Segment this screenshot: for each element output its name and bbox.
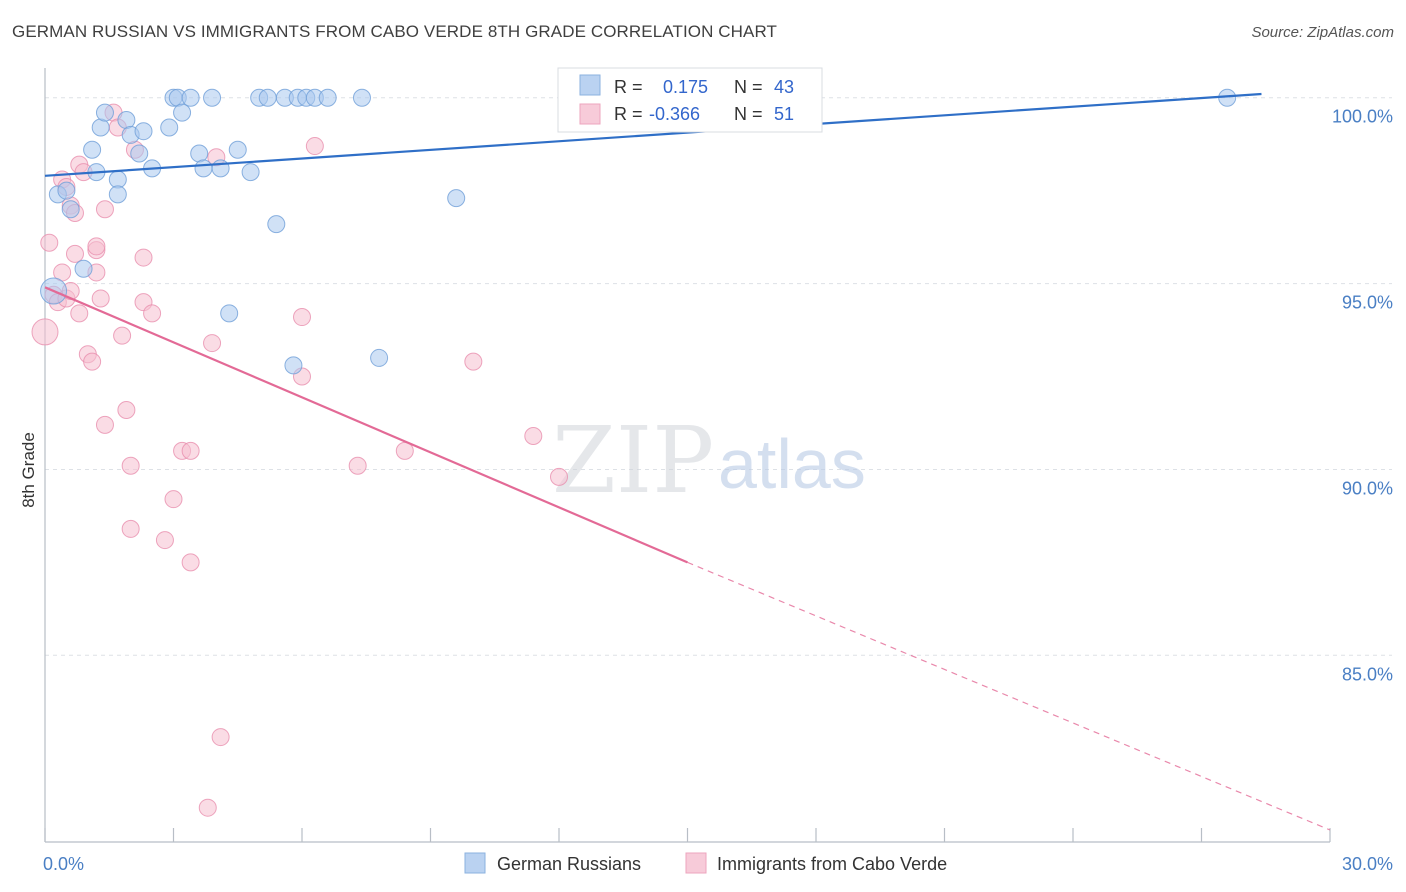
cabo-verde-trendline-extrapolated (687, 561, 1331, 831)
stats-swatch-blue (579, 74, 601, 96)
cabo-verde-point (121, 456, 140, 475)
cabo-verde-point (550, 467, 568, 486)
german-russian-point (117, 111, 136, 130)
cabo-verde-point (40, 233, 59, 252)
x-tick-label-left: 0.0% (43, 854, 84, 874)
german-russian-point (203, 88, 222, 107)
watermark-atlas: atlas (718, 425, 866, 503)
cabo-verde-point (117, 400, 136, 419)
stats-n-label-1: N = (734, 77, 763, 97)
german-russian-point (211, 159, 230, 178)
german-russian-point (181, 88, 200, 107)
german-russian-point (160, 118, 179, 137)
cabo-verde-point (211, 728, 230, 747)
cabo-verde-point (181, 441, 200, 460)
german-russian-point (95, 103, 114, 122)
stats-n-value-2: 51 (774, 104, 794, 124)
bottom-legend: German Russians Immigrants from Cabo Ver… (464, 852, 947, 874)
x-tick-label-right: 30.0% (1342, 854, 1393, 874)
cabo-verde-point (95, 415, 114, 434)
stats-r-value-1: 0.175 (663, 77, 708, 97)
german-russian-point (134, 122, 153, 141)
legend-label-cabo-verde: Immigrants from Cabo Verde (717, 854, 947, 874)
german-russian-point (284, 356, 303, 375)
cabo-verde-point (31, 318, 59, 346)
cabo-verde-points (31, 103, 581, 817)
stats-legend-frame (557, 67, 823, 133)
cabo-verde-point (134, 248, 153, 267)
trend-lines (44, 92, 1331, 831)
cabo-verde-point (293, 308, 311, 327)
cabo-verde-point (83, 352, 102, 371)
cabo-verde-point (91, 289, 110, 308)
stats-n-label-2: N = (734, 104, 763, 124)
german-russian-point (61, 200, 80, 219)
german-russian-points (40, 88, 1237, 375)
german-russian-point (194, 159, 213, 178)
german-russian-point (83, 140, 102, 159)
stats-r-label-2: R = (614, 104, 643, 124)
y-tick-label: 95.0% (1342, 293, 1393, 313)
source-credit: Source: ZipAtlas.com (1251, 24, 1394, 41)
stats-legend-box: R = 0.175 N = 43 R = -0.366 N = 51 (557, 67, 823, 133)
cabo-verde-point (143, 304, 162, 323)
cabo-verde-point (348, 456, 367, 475)
cabo-verde-point (305, 137, 324, 156)
cabo-verde-point (164, 490, 183, 509)
stats-swatch-pink (579, 103, 601, 125)
y-tick-label: 85.0% (1342, 664, 1393, 684)
german-russian-point (318, 88, 337, 107)
stats-n-value-1: 43 (774, 77, 794, 97)
axes-layer (44, 68, 1331, 843)
cabo-verde-point (113, 326, 132, 345)
cabo-verde-point (524, 426, 543, 445)
german-russian-point (91, 118, 110, 137)
y-tick-label: 100.0% (1332, 107, 1393, 127)
cabo-verde-point (95, 200, 114, 219)
cabo-verde-point (181, 553, 200, 572)
german-russian-point (108, 185, 127, 204)
german-russian-point (190, 144, 209, 163)
watermark: ZIP atlas (552, 407, 866, 514)
stats-r-label-1: R = (614, 77, 643, 97)
cabo-verde-point (65, 244, 84, 263)
german-russian-point (370, 348, 389, 367)
cabo-verde-trendline (44, 286, 688, 564)
german-russian-point (258, 88, 277, 107)
german-russian-point (173, 103, 192, 122)
german-russian-point (130, 144, 149, 163)
stats-r-value-2: -0.366 (649, 104, 700, 124)
german-russian-point (220, 304, 239, 323)
watermark-zip: ZIP (552, 407, 714, 514)
german-russian-point (228, 140, 247, 159)
german-russian-point (57, 181, 76, 200)
y-axis-title: 8th Grade (19, 432, 38, 508)
german-russian-point (352, 88, 371, 107)
cabo-verde-point (70, 304, 89, 323)
german-russian-trendline (44, 92, 1262, 177)
legend-label-german-russians: German Russians (497, 854, 641, 874)
cabo-verde-point (198, 798, 217, 817)
grid-layer (45, 97, 1392, 656)
cabo-verde-point (203, 334, 222, 353)
cabo-verde-point (155, 531, 174, 550)
chart-title: GERMAN RUSSIAN VS IMMIGRANTS FROM CABO V… (12, 22, 778, 41)
german-russian-point (267, 215, 286, 234)
german-russian-point (447, 189, 466, 208)
german-russian-point (74, 259, 93, 278)
y-tick-label: 90.0% (1342, 478, 1393, 498)
cabo-verde-point (121, 519, 140, 538)
legend-swatch-german-russians (464, 852, 486, 874)
german-russian-point (241, 163, 260, 182)
cabo-verde-point (87, 237, 106, 256)
tick-labels: 100.0% 95.0% 90.0% 85.0% 0.0% 30.0% (43, 107, 1393, 874)
legend-swatch-cabo-verde (685, 852, 707, 874)
cabo-verde-point (464, 352, 483, 371)
